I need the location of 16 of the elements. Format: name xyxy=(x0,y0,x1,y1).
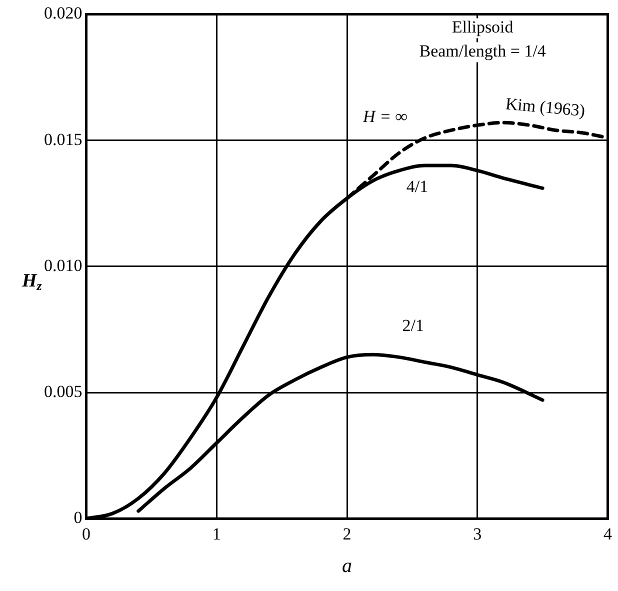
annotation: Ellipsoid xyxy=(452,18,514,37)
y-tick-label: 0.020 xyxy=(44,4,82,23)
x-tick-label: 1 xyxy=(212,524,221,544)
x-tick-label: 3 xyxy=(473,524,482,544)
y-tick-label: 0.010 xyxy=(44,256,82,275)
y-tick-label: 0.005 xyxy=(44,382,82,401)
y-tick-label: 0 xyxy=(74,508,82,528)
annotation: Kim (1963) xyxy=(504,94,586,120)
series-label: H = ∞ xyxy=(362,107,408,126)
y-tick-label: 0.015 xyxy=(44,130,82,149)
series-label: 2/1 xyxy=(402,316,424,336)
x-axis-title: a xyxy=(342,554,352,577)
x-tick-label: 2 xyxy=(342,524,352,544)
annotation: Beam/length = 1/4 xyxy=(419,42,546,61)
x-tick-label: 4 xyxy=(604,524,612,544)
series-label: 4/1 xyxy=(406,176,428,196)
